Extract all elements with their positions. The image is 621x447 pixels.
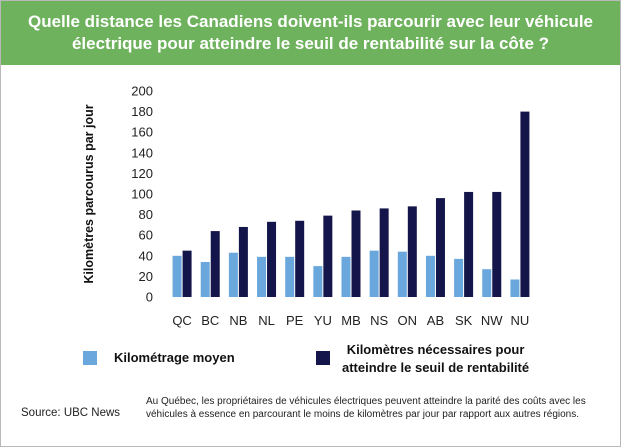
bar-avg [454,258,464,297]
bar-need [210,231,220,297]
bar-need [295,220,305,297]
legend-swatch-avg [83,351,97,365]
x-tick-label: PE [286,313,304,328]
bar-need [351,210,361,297]
bar-avg [285,256,295,297]
y-tick-label: 200 [131,84,153,99]
y-tick-label: 80 [139,207,153,222]
bar-avg [257,256,267,297]
legend-label-avg: Kilométrage moyen [114,350,235,365]
x-tick-label: NS [370,313,388,328]
footnote: Au Québec, les propriétaires de véhicule… [146,396,586,420]
bar-avg [313,266,323,297]
x-tick-label: NB [229,313,247,328]
title-banner: Quelle distance les Canadiens doivent-il… [1,1,620,65]
y-tick-label: 120 [131,166,153,181]
bar-need [435,198,445,297]
x-tick-label: SK [455,313,473,328]
bar-need [267,221,277,297]
bar-avg [482,269,492,297]
bar-avg [341,256,351,297]
bar-avg [228,252,238,297]
x-tick-label: MB [341,313,361,328]
y-tick-label: 20 [139,269,153,284]
x-tick-label: ON [398,313,418,328]
y-tick-label: 140 [131,145,153,160]
y-tick-label: 180 [131,104,153,119]
bar-avg [369,250,379,297]
y-tick-label: 60 [139,228,153,243]
bar-need [379,208,389,297]
x-tick-label: NL [258,313,275,328]
x-tick-label: BC [201,313,219,328]
bar-need [323,215,333,297]
bar-avg [510,279,520,297]
y-tick-label: 160 [131,125,153,140]
legend-swatch-need [316,351,330,365]
bar-avg [200,261,210,297]
y-axis-label: Kilomètres parcourus par jour [82,104,96,283]
x-tick-label: YU [314,313,332,328]
y-tick-label: 0 [146,290,153,305]
x-tick-label: NU [511,313,530,328]
bar-avg [425,255,435,297]
bar-avg [397,251,407,297]
x-tick-label: QC [172,313,192,328]
bar-need [182,250,192,297]
bar-need [464,191,474,297]
x-tick-label: AB [427,313,444,328]
bar-need [407,206,417,297]
legend-label-need-line1: Kilomètres nécessaires pour [346,342,525,357]
source-credit: Source: UBC News [21,407,121,419]
bar-need [238,226,248,297]
bar-avg [172,255,182,297]
y-tick-label: 40 [139,248,153,263]
legend-label-need-line2: atteindre le seuil de rentabilité [342,360,530,375]
bar-need [492,191,502,297]
bar-need [520,111,530,297]
y-tick-label: 100 [131,187,153,202]
legend-label-need: Kilomètres nécessaires pour atteindre le… [342,341,529,377]
chart-title: Quelle distance les Canadiens doivent-il… [28,12,593,53]
x-tick-label: NW [481,313,503,328]
